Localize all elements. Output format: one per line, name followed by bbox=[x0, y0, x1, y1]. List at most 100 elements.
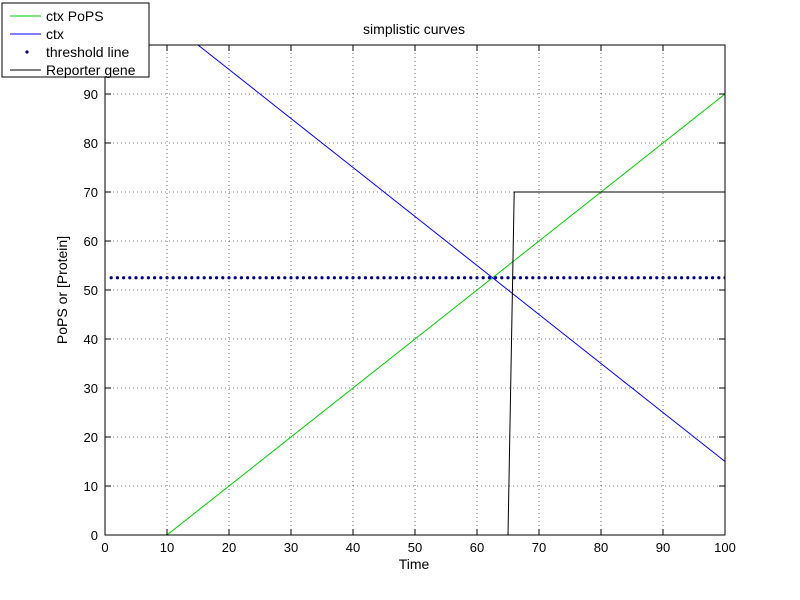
threshold-point bbox=[463, 276, 467, 280]
threshold-point bbox=[556, 276, 560, 280]
threshold-point bbox=[475, 276, 479, 280]
threshold-point bbox=[692, 276, 696, 280]
threshold-point bbox=[320, 276, 324, 280]
x-tick-label: 30 bbox=[284, 540, 298, 555]
threshold-point bbox=[258, 276, 262, 280]
threshold-point bbox=[717, 276, 721, 280]
threshold-point bbox=[469, 276, 473, 280]
threshold-point bbox=[345, 276, 349, 280]
threshold-point bbox=[332, 276, 336, 280]
y-tick-label: 70 bbox=[84, 185, 98, 200]
threshold-point bbox=[549, 276, 554, 280]
threshold-point bbox=[270, 276, 274, 280]
legend-label-reporter-gene: Reporter gene bbox=[46, 62, 136, 78]
threshold-point bbox=[704, 276, 709, 280]
x-tick-label: 20 bbox=[222, 540, 236, 555]
threshold-point bbox=[407, 276, 411, 280]
legend-label-threshold-line: threshold line bbox=[46, 44, 129, 60]
threshold-point bbox=[413, 276, 417, 280]
x-tick-label: 40 bbox=[346, 540, 360, 555]
threshold-point bbox=[227, 276, 231, 280]
legend-box bbox=[1, 2, 150, 78]
threshold-point bbox=[283, 276, 287, 280]
y-tick-label: 20 bbox=[84, 430, 98, 445]
threshold-point bbox=[562, 276, 566, 280]
threshold-point bbox=[642, 276, 647, 280]
threshold-point bbox=[649, 276, 653, 280]
series-line-ctx bbox=[197, 45, 725, 462]
threshold-point bbox=[444, 276, 448, 280]
threshold-point bbox=[673, 276, 678, 280]
axis-ticks: 0 10 20 30 40 50 60 70 80 90 100 0 10 20 30 40 50 60 70 80 9… bbox=[84, 45, 736, 555]
y-tick-label: 40 bbox=[84, 332, 98, 347]
threshold-point bbox=[618, 276, 622, 280]
threshold-point bbox=[624, 276, 628, 280]
threshold-point bbox=[432, 276, 436, 280]
threshold-point bbox=[208, 276, 212, 280]
legend-label-ctx: ctx bbox=[46, 26, 64, 42]
threshold-point bbox=[630, 276, 634, 280]
threshold-point bbox=[531, 276, 535, 280]
threshold-point bbox=[680, 276, 684, 280]
threshold-point bbox=[115, 276, 119, 280]
x-tick-label: 60 bbox=[470, 540, 484, 555]
threshold-point bbox=[525, 276, 529, 280]
legend-label-ctx-pops: ctx PoPS bbox=[46, 8, 104, 24]
series-line-ctx-pops bbox=[166, 93, 725, 535]
x-axis-label: Time bbox=[399, 556, 430, 572]
threshold-point bbox=[711, 276, 715, 280]
threshold-point bbox=[289, 276, 293, 280]
threshold-point bbox=[159, 276, 163, 280]
threshold-point bbox=[593, 276, 597, 280]
threshold-point bbox=[506, 276, 510, 280]
legend-marker-threshold-line bbox=[25, 50, 29, 54]
series-layer bbox=[109, 45, 725, 535]
threshold-point bbox=[165, 276, 169, 280]
threshold-point bbox=[698, 276, 702, 280]
threshold-point bbox=[128, 276, 132, 280]
threshold-point bbox=[184, 276, 188, 280]
threshold-point bbox=[587, 276, 591, 280]
threshold-point bbox=[500, 276, 504, 280]
threshold-point bbox=[655, 276, 659, 280]
series-line-reporter-gene bbox=[507, 191, 725, 535]
threshold-point bbox=[326, 276, 330, 280]
threshold-point bbox=[146, 276, 150, 280]
threshold-point bbox=[376, 276, 380, 280]
threshold-point bbox=[419, 276, 423, 280]
threshold-point bbox=[481, 276, 485, 280]
threshold-point bbox=[580, 276, 585, 280]
threshold-point bbox=[599, 276, 603, 280]
threshold-point bbox=[140, 276, 144, 280]
threshold-point bbox=[351, 276, 355, 280]
threshold-point bbox=[512, 276, 516, 280]
y-tick-label: 0 bbox=[91, 528, 98, 543]
x-tick-label: 0 bbox=[101, 540, 108, 555]
threshold-point bbox=[661, 276, 665, 280]
threshold-point bbox=[202, 276, 206, 280]
threshold-point bbox=[363, 276, 367, 280]
threshold-point bbox=[425, 276, 429, 280]
y-tick-label: 60 bbox=[84, 234, 98, 249]
threshold-point bbox=[339, 276, 343, 280]
y-axis-label: PoPS or [Protein] bbox=[54, 236, 70, 344]
threshold-point bbox=[605, 276, 609, 280]
threshold-point bbox=[246, 276, 250, 280]
threshold-point bbox=[636, 276, 640, 280]
threshold-point bbox=[314, 276, 318, 280]
grid bbox=[105, 45, 725, 535]
y-tick-label: 80 bbox=[84, 136, 98, 151]
y-tick-label: 10 bbox=[84, 479, 98, 494]
x-tick-label: 90 bbox=[656, 540, 670, 555]
threshold-point bbox=[611, 276, 616, 280]
legend: ctx PoPS ctx threshold line Reporter gene bbox=[1, 2, 150, 78]
chart-title: simplistic curves bbox=[363, 21, 465, 37]
threshold-point bbox=[438, 276, 442, 280]
threshold-point bbox=[109, 276, 113, 280]
threshold-point bbox=[543, 276, 547, 280]
threshold-point bbox=[518, 276, 523, 280]
threshold-point bbox=[537, 276, 541, 280]
threshold-point bbox=[686, 276, 690, 280]
